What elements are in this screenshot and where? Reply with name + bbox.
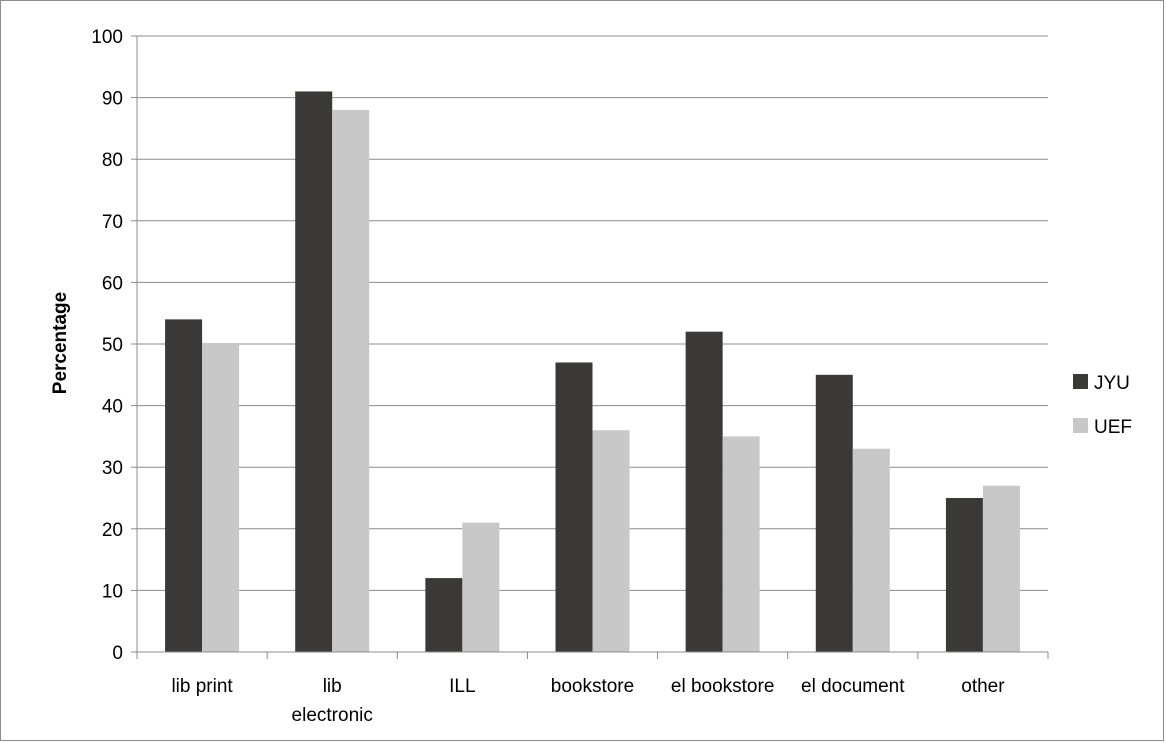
y-tick-label: 30: [102, 458, 123, 479]
y-tick-label: 10: [102, 581, 123, 602]
x-category-label: other: [961, 676, 1005, 697]
bar-uef: [462, 522, 500, 652]
bar-jyu: [295, 91, 333, 652]
y-tick-label: 80: [102, 150, 123, 171]
y-tick-label: 20: [102, 520, 123, 541]
x-category-label: el bookstore: [671, 676, 775, 697]
bar-uef: [722, 436, 760, 652]
axes: [131, 35, 1049, 659]
bar-uef: [592, 430, 630, 652]
bar-jyu: [555, 362, 593, 652]
y-tick-label: 40: [102, 397, 123, 418]
x-category-label: bookstore: [551, 676, 634, 697]
legend-label-jyu: JYU: [1094, 373, 1130, 394]
bar-jyu: [685, 331, 723, 652]
y-tick-labels: 0 10 20 30 40 50 60 70 80 90 100: [91, 27, 123, 664]
gridlines: [137, 35, 1048, 591]
legend-swatch-uef: [1073, 418, 1088, 433]
x-category-label: ILL: [449, 676, 475, 697]
bar-jyu: [425, 578, 463, 652]
bars: [165, 91, 1020, 653]
bar-uef: [202, 344, 240, 652]
bar-uef: [852, 448, 890, 652]
x-category-label: el document: [801, 676, 905, 697]
y-tick-label: 90: [102, 89, 123, 110]
y-tick-label: 60: [102, 273, 123, 294]
y-tick-label: 50: [102, 335, 123, 356]
x-category-labels: lib print lib electronic ILL bookstore el boo…: [171, 676, 1005, 726]
legend: JYU UEF: [1073, 373, 1132, 438]
bar-jyu: [945, 498, 983, 652]
y-tick-label: 70: [102, 212, 123, 233]
legend-swatch-jyu: [1073, 374, 1088, 389]
legend-label-uef: UEF: [1094, 417, 1132, 438]
bar-uef: [982, 485, 1020, 652]
x-category-label: lib: [323, 676, 342, 697]
y-axis-title: Percentage: [50, 292, 71, 394]
bar-uef: [332, 109, 370, 653]
y-tick-label: 0: [112, 643, 123, 664]
x-category-label: electronic: [292, 705, 373, 726]
x-category-label: lib print: [171, 676, 233, 697]
bar-jyu: [815, 374, 853, 652]
y-tick-label: 100: [91, 27, 123, 48]
bar-jyu: [165, 319, 203, 652]
